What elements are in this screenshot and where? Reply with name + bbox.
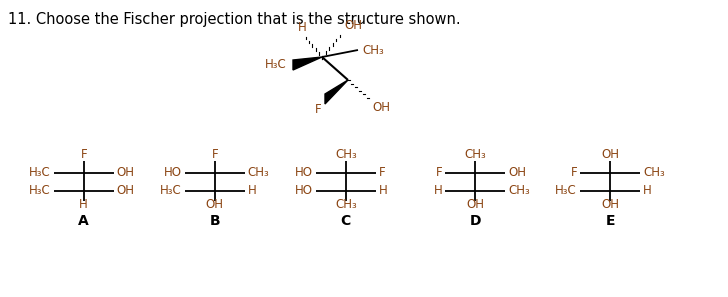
Polygon shape bbox=[325, 80, 348, 104]
Text: H₃C: H₃C bbox=[29, 184, 51, 198]
Text: CH₃: CH₃ bbox=[248, 167, 269, 179]
Text: E: E bbox=[605, 214, 615, 228]
Text: HO: HO bbox=[164, 167, 182, 179]
Text: F: F bbox=[80, 148, 87, 162]
Text: OH: OH bbox=[467, 198, 484, 211]
Text: H: H bbox=[248, 184, 256, 198]
Text: CH₃: CH₃ bbox=[508, 184, 530, 198]
Text: OH: OH bbox=[601, 198, 619, 211]
Text: H₃C: H₃C bbox=[265, 59, 287, 72]
Text: HO: HO bbox=[295, 184, 313, 198]
Text: F: F bbox=[379, 167, 385, 179]
Text: H: H bbox=[79, 198, 88, 211]
Text: CH₃: CH₃ bbox=[335, 148, 357, 162]
Text: CH₃: CH₃ bbox=[335, 198, 357, 211]
Text: OH: OH bbox=[206, 198, 223, 211]
Text: F: F bbox=[571, 167, 577, 179]
Text: OH: OH bbox=[116, 184, 135, 198]
Text: OH: OH bbox=[372, 101, 390, 114]
Text: C: C bbox=[341, 214, 351, 228]
Text: H₃C: H₃C bbox=[29, 167, 51, 179]
Text: H: H bbox=[379, 184, 387, 198]
Text: HO: HO bbox=[295, 167, 313, 179]
Text: F: F bbox=[211, 148, 218, 162]
Text: H: H bbox=[298, 21, 306, 34]
Text: 11. Choose the Fischer projection that is the structure shown.: 11. Choose the Fischer projection that i… bbox=[8, 12, 461, 27]
Text: OH: OH bbox=[601, 148, 619, 162]
Text: F: F bbox=[436, 167, 443, 179]
Text: OH: OH bbox=[508, 167, 526, 179]
Text: H: H bbox=[434, 184, 443, 198]
Text: CH₃: CH₃ bbox=[362, 43, 384, 56]
Polygon shape bbox=[293, 57, 322, 70]
Text: B: B bbox=[210, 214, 220, 228]
Text: H: H bbox=[643, 184, 652, 198]
Text: H₃C: H₃C bbox=[160, 184, 182, 198]
Text: H₃C: H₃C bbox=[555, 184, 577, 198]
Text: A: A bbox=[79, 214, 89, 228]
Text: D: D bbox=[470, 214, 481, 228]
Text: OH: OH bbox=[116, 167, 135, 179]
Text: F: F bbox=[314, 103, 321, 116]
Text: OH: OH bbox=[344, 19, 362, 32]
Text: CH₃: CH₃ bbox=[643, 167, 665, 179]
Text: CH₃: CH₃ bbox=[464, 148, 486, 162]
